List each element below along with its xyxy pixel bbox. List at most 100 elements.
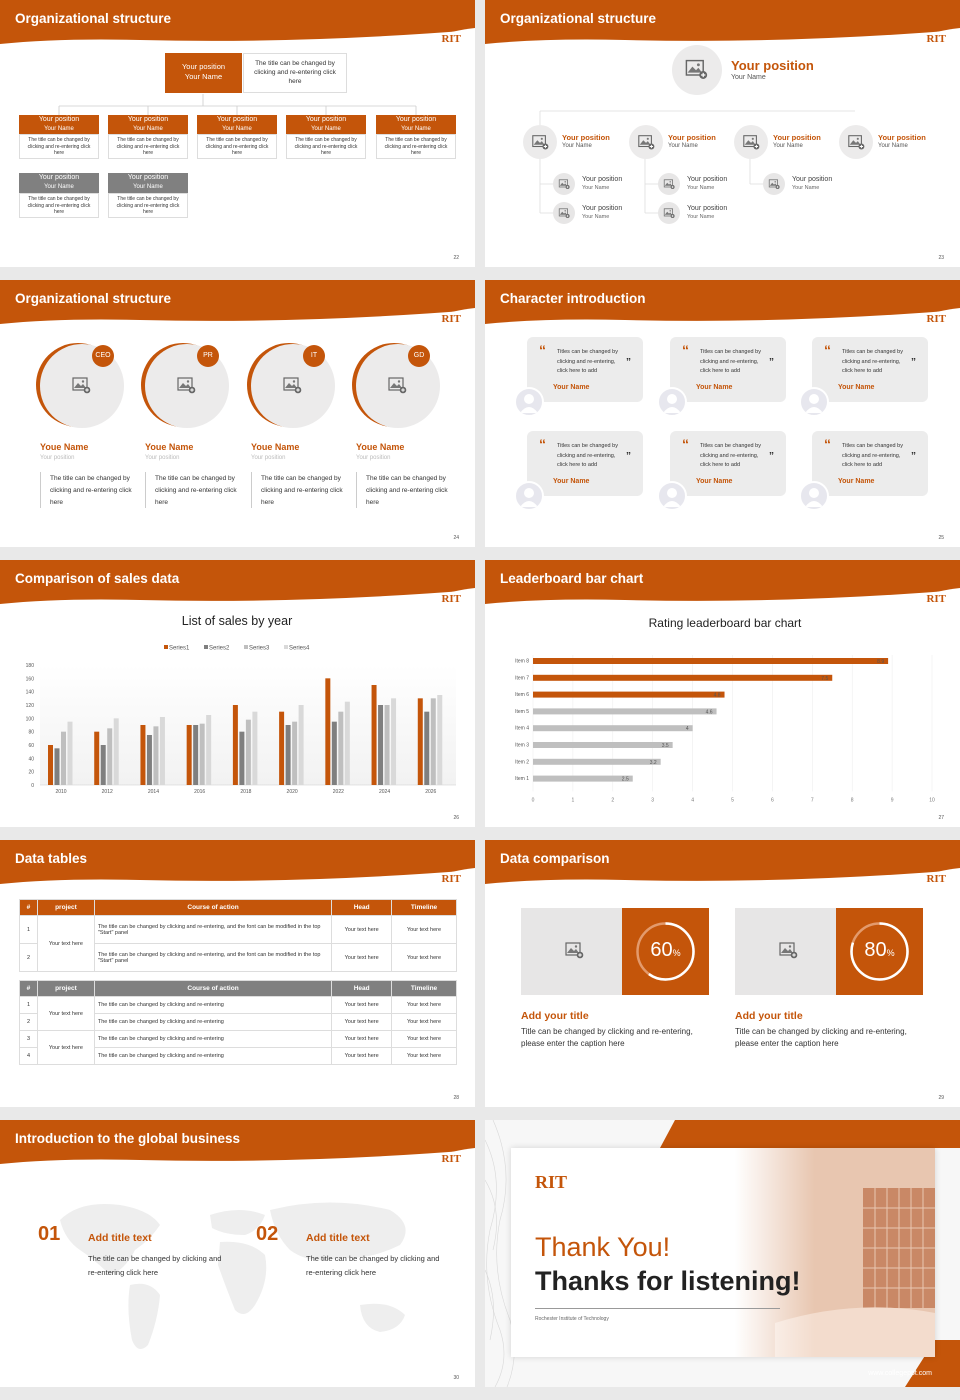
slide-31[interactable]: RIT Thank You! Thanks for listening! Roc… — [485, 1120, 960, 1387]
timeline-cell: Your text here — [391, 1047, 457, 1065]
divider — [535, 1308, 780, 1309]
action-cell: The title can be changed by clicking and… — [93, 1030, 333, 1048]
rit-logo: RIT — [441, 873, 461, 885]
bar-series3 — [61, 731, 66, 785]
image-placeholder-icon — [532, 135, 549, 150]
position-label: Your position — [38, 174, 80, 181]
avatar — [799, 481, 829, 511]
slide-25[interactable]: Character introduction RIT “ Titles can b… — [485, 280, 960, 547]
top-name: Your Name — [731, 74, 766, 81]
percent-value: 60% — [650, 939, 681, 961]
timeline-cell: Your text here — [391, 915, 457, 944]
quote-card[interactable]: “ Titles can be changed by clicking and r… — [527, 431, 643, 496]
node-name: Your Name — [562, 143, 592, 149]
image-placeholder-icon — [558, 179, 570, 189]
user-icon — [663, 394, 681, 413]
percent-unit: % — [672, 948, 681, 958]
quote-author: Your Name — [696, 478, 733, 485]
role-badge: CEO — [92, 345, 114, 367]
rit-logo: RIT — [441, 1153, 461, 1165]
slide-26[interactable]: Comparison of sales data RIT List of sal… — [0, 560, 475, 827]
table-row[interactable]: 1 Your text here The title can be changed … — [19, 996, 457, 1031]
x-tick-label: 2016 — [194, 789, 205, 795]
org-position-box[interactable]: Your position Your Name — [286, 115, 366, 134]
org-desc: The title can be changed by clicking and… — [19, 134, 99, 159]
table-row[interactable]: 3 Your text here The title can be changed … — [19, 1030, 457, 1065]
slide-24[interactable]: Organizational structure RIT CEO Youe Nam… — [0, 280, 475, 547]
thanks-listening-text: Thanks for listening! — [535, 1266, 801, 1296]
table-row[interactable]: 1 Your text here The title can be changed … — [19, 915, 457, 972]
bar-series3 — [292, 721, 298, 785]
person-divider — [251, 472, 252, 508]
bar-series3 — [107, 728, 113, 785]
slide-27[interactable]: Leaderboard bar chart RIT Rating leaderb… — [485, 560, 960, 827]
node-name: Your Name — [878, 143, 908, 149]
bar-series1 — [325, 678, 331, 785]
org-top-desc: The title can be changed by clicking and… — [243, 53, 347, 93]
quote-card[interactable]: “ Titles can be changed by clicking and r… — [670, 337, 786, 402]
item-desc: The title can be changed by clicking and… — [306, 1254, 440, 1277]
org-top-box[interactable]: Your position Your Name — [165, 53, 242, 93]
open-quote-icon: “ — [682, 436, 689, 452]
person-desc: The title can be changed by clicking and… — [155, 475, 237, 506]
slide-header — [0, 280, 475, 328]
quote-card[interactable]: “ Titles can be changed by clicking and r… — [670, 431, 786, 496]
slide-22[interactable]: Organizational structure RIT Your positi… — [0, 0, 475, 267]
sub-name: Your Name — [582, 185, 610, 191]
bar-series3 — [153, 726, 159, 785]
user-icon — [805, 488, 823, 507]
node-avatar[interactable] — [734, 125, 768, 159]
position-label: Your position — [305, 116, 347, 123]
bar-series3 — [384, 705, 390, 785]
slide-title: Introduction to the global business — [15, 1131, 240, 1146]
y-tick-label: 80 — [28, 730, 34, 736]
page-number: 23 — [938, 255, 944, 261]
node-avatar[interactable] — [629, 125, 663, 159]
name-label: Your Name — [311, 125, 341, 132]
website-url[interactable]: www.collegeppt.com — [868, 1370, 932, 1377]
sub-avatar[interactable] — [658, 202, 680, 224]
sub-avatar[interactable] — [658, 173, 680, 195]
legend-swatch — [244, 645, 248, 649]
page-number: 26 — [453, 815, 459, 821]
bar-series2 — [146, 735, 152, 785]
sub-avatar[interactable] — [763, 173, 785, 195]
project-cell: Your text here — [36, 1030, 95, 1065]
y-tick-label: 160 — [26, 676, 35, 682]
slide-28[interactable]: Data tables RIT # project Course of action… — [0, 840, 475, 1107]
quote-author: Your Name — [838, 478, 875, 485]
table-row[interactable]: 4 The title can be changed by clicking an… — [19, 1047, 457, 1065]
table-header-cell: Timeline — [391, 899, 457, 916]
node-avatar[interactable] — [523, 125, 557, 159]
org-position-box[interactable]: Your position Your Name — [108, 115, 188, 134]
sub-avatar[interactable] — [553, 202, 575, 224]
quote-card[interactable]: “ Titles can be changed by clicking and r… — [812, 337, 928, 402]
image-placeholder-icon — [663, 208, 675, 218]
bar-series1 — [417, 698, 423, 785]
y-tick-label: 140 — [26, 690, 35, 696]
person-name: Youe Name — [145, 442, 194, 452]
node-avatar[interactable] — [839, 125, 873, 159]
slide-23[interactable]: Organizational structure RIT Your positi… — [485, 0, 960, 267]
user-icon — [805, 394, 823, 413]
open-quote-icon: “ — [682, 342, 689, 358]
bar-series1 — [232, 705, 238, 785]
quote-card[interactable]: “ Titles can be changed by clicking and r… — [812, 431, 928, 496]
org-position-box[interactable]: Your position Your Name — [197, 115, 277, 134]
org-position-box[interactable]: Your position Your Name — [376, 115, 456, 134]
sub-name: Your Name — [687, 214, 715, 220]
x-tick-label: 4 — [691, 797, 694, 803]
rit-logo: RIT — [926, 593, 946, 605]
sub-avatar[interactable] — [553, 173, 575, 195]
name-label: Your Name — [44, 183, 74, 190]
slide-29[interactable]: Data comparison RIT 60% Add your title Tit… — [485, 840, 960, 1107]
org-position-box-grey[interactable]: Your position Your Name — [108, 173, 188, 193]
category-label: Item 3 — [515, 743, 529, 749]
org-position-box[interactable]: Your position Your Name — [19, 115, 99, 134]
org-position-box-grey[interactable]: Your position Your Name — [19, 173, 99, 193]
slide-30[interactable]: Introduction to the global business RIT … — [0, 1120, 475, 1387]
table-row[interactable]: 2 The title can be changed by clicking an… — [19, 943, 457, 972]
x-tick-label: 7 — [811, 797, 814, 803]
user-icon — [663, 488, 681, 507]
quote-card[interactable]: “ Titles can be changed by clicking and r… — [527, 337, 643, 402]
